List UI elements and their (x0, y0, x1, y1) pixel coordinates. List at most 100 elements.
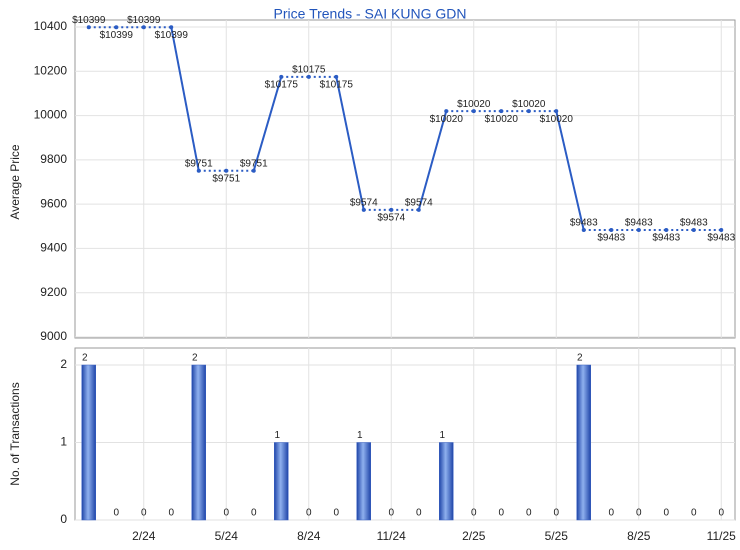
y-tick-label: 9800 (40, 152, 67, 166)
x-tick-label: 8/25 (627, 529, 651, 543)
value-label: $9483 (680, 218, 708, 229)
point (719, 228, 724, 233)
bar (191, 364, 206, 521)
point (196, 168, 201, 173)
value-label: 0 (718, 508, 724, 519)
y-tick-label: 2 (60, 357, 67, 371)
point (554, 109, 559, 114)
line-segment (170, 27, 200, 171)
point (86, 25, 91, 30)
point (334, 74, 339, 79)
value-label: 0 (471, 508, 477, 519)
point (306, 74, 311, 79)
x-tick-label: 11/24 (377, 529, 406, 543)
value-label: $10175 (265, 79, 299, 90)
value-label: $9483 (570, 218, 598, 229)
value-label: 0 (388, 508, 394, 519)
point (691, 228, 696, 233)
value-label: 0 (113, 508, 119, 519)
value-label: 0 (306, 508, 312, 519)
value-label: $10020 (485, 114, 519, 125)
y-tick-label: 9200 (40, 285, 67, 299)
x-tick-label: 11/25 (707, 529, 736, 543)
y-tick-label: 10000 (34, 108, 68, 122)
value-label: 1 (274, 430, 280, 441)
value-label: $10020 (430, 114, 464, 125)
line-segment (335, 76, 365, 211)
top-frame (74, 19, 736, 339)
value-label: $9751 (240, 158, 268, 169)
value-label: $9574 (405, 198, 433, 209)
point (279, 74, 284, 79)
point (471, 109, 476, 114)
value-label: 0 (553, 508, 559, 519)
value-label: $9574 (377, 213, 405, 224)
bar (576, 364, 591, 521)
x-tick-label: 8/24 (297, 529, 321, 543)
line-segment (417, 110, 448, 211)
value-label: 0 (608, 508, 614, 519)
x-tick-label: 5/25 (545, 529, 569, 543)
value-label: $10399 (100, 30, 134, 41)
value-label: 1 (439, 430, 445, 441)
value-label: $10020 (540, 114, 574, 125)
point (114, 25, 119, 30)
bar (356, 442, 371, 521)
point (581, 228, 586, 233)
line-segment (252, 76, 283, 171)
value-label: 0 (223, 508, 229, 519)
value-label: $10399 (72, 15, 106, 26)
value-label: $9751 (185, 158, 213, 169)
bottom-frame (74, 347, 736, 521)
y-tick-label: 9400 (40, 241, 67, 255)
value-label: 0 (691, 508, 697, 519)
value-label: $9751 (212, 173, 240, 184)
y-tick-label: 1 (60, 435, 67, 449)
y-tick-label: 9600 (40, 196, 67, 210)
x-tick-label: 2/24 (132, 529, 156, 543)
value-label: 0 (663, 508, 669, 519)
y-axis-label: No. of Transactions (8, 382, 22, 485)
value-label: $10020 (457, 99, 491, 110)
value-label: $10399 (155, 30, 189, 41)
value-label: 0 (416, 508, 422, 519)
y-tick-label: 10400 (34, 19, 68, 33)
y-tick-label: 0 (60, 512, 67, 526)
point (444, 109, 449, 114)
value-label: 2 (577, 353, 583, 364)
value-label: 0 (636, 508, 642, 519)
value-label: 0 (498, 508, 504, 519)
point (526, 109, 531, 114)
y-tick-label: 9000 (40, 329, 67, 343)
point (664, 228, 669, 233)
point (636, 228, 641, 233)
point (169, 25, 174, 30)
y-tick-label: 10200 (34, 63, 68, 77)
value-label: $10020 (512, 99, 546, 110)
value-label: 0 (526, 508, 532, 519)
point (141, 25, 146, 30)
x-tick-label: 2/25 (462, 529, 486, 543)
value-label: $9483 (625, 218, 653, 229)
point (224, 168, 229, 173)
value-label: 0 (333, 508, 339, 519)
y-axis-label: Average Price (8, 144, 22, 219)
bar (439, 442, 454, 521)
value-label: $10399 (127, 15, 161, 26)
value-label: 2 (192, 353, 198, 364)
value-label: 0 (251, 508, 257, 519)
value-label: 1 (357, 430, 363, 441)
value-label: $10175 (292, 64, 326, 75)
line-segment (555, 110, 585, 231)
value-label: $9483 (707, 233, 735, 244)
value-label: $9483 (652, 233, 680, 244)
point (251, 168, 256, 173)
bar (274, 442, 289, 521)
value-label: $9574 (350, 198, 378, 209)
point (499, 109, 504, 114)
x-tick-label: 5/24 (215, 529, 239, 543)
point (416, 207, 421, 212)
value-label: 0 (141, 508, 147, 519)
point (609, 228, 614, 233)
